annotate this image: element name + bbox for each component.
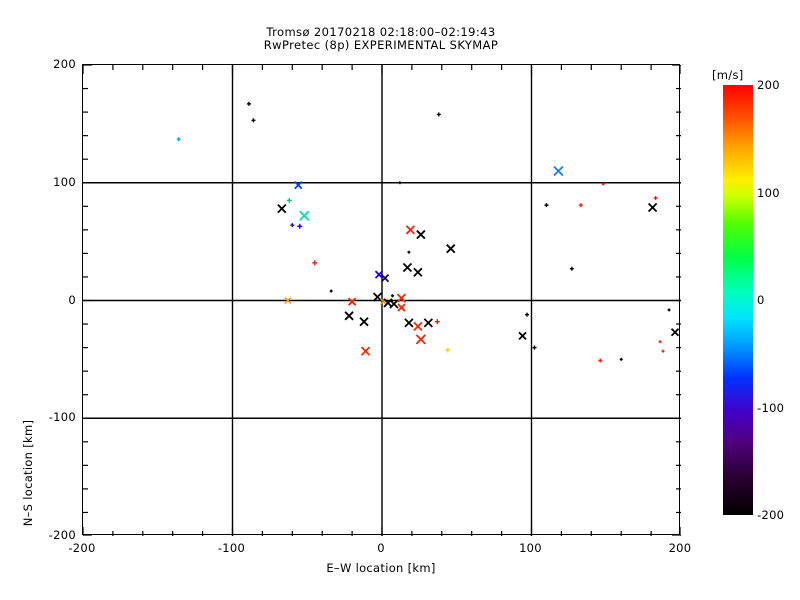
data-point [402,262,413,273]
data-point [619,357,623,361]
colorbar-tick-label: -200 [757,508,785,522]
data-point [251,118,256,123]
data-point [176,137,181,142]
y-axis-title: N–S location [km] [21,419,35,527]
scatter-plot-canvas [83,65,681,536]
data-point [397,303,406,312]
x-tick-label: 0 [377,541,385,555]
data-point [312,260,318,266]
x-axis-title: E–W location [km] [326,561,436,575]
colorbar-gradient [723,85,753,515]
data-markers [176,101,680,363]
data-point [396,293,407,303]
colorbar-tick-label: 0 [757,293,765,307]
data-point [416,229,426,240]
data-point [647,202,658,213]
data-point [284,297,292,304]
data-point [372,292,383,302]
x-tick-label: 100 [519,541,542,555]
data-point [667,308,671,312]
y-tick-label: 0 [68,292,76,307]
data-point [380,273,390,283]
data-point [661,349,665,353]
data-point [246,101,251,106]
data-point [553,165,564,177]
data-point [544,203,549,208]
data-point [413,321,423,332]
data-point [374,270,384,279]
data-point [601,182,605,186]
data-point [436,112,441,117]
y-tick-label: 100 [53,174,76,189]
colorbar-unit-label: [m/s] [712,68,744,82]
y-axis-title-wrap: N–S location [km] [8,220,38,527]
data-point [518,331,527,340]
data-point [389,299,399,309]
plot-area [82,64,681,536]
data-point [299,210,310,221]
data-point [294,180,303,190]
data-point [407,250,411,254]
colorbar [723,85,753,515]
y-tick-label: 200 [53,57,76,71]
colorbar-tick-label: 100 [757,185,780,200]
title-line-2: RwPretec (8p) EXPERIMENTAL SKYMAP [263,38,499,52]
data-point [415,334,427,345]
data-point [286,197,292,203]
data-point [404,318,414,328]
data-point [329,289,333,293]
data-point [532,345,537,350]
data-point [405,225,416,235]
colorbar-tick-label: 200 [757,78,780,92]
data-point [578,203,583,208]
data-point [347,297,357,306]
data-point [670,328,680,337]
data-point [398,181,402,185]
colorbar-tick-label: -100 [757,400,785,415]
data-point [445,347,451,353]
data-point [598,358,603,363]
data-point [290,223,295,228]
y-tick-label: -100 [48,410,76,425]
figure-title: Tromsø 20170218 02:18:00–02:19:43 RwPret… [82,26,680,52]
data-point [658,340,662,344]
y-tick-label: -200 [48,528,76,542]
x-tick-label: -100 [217,541,246,555]
data-point [277,204,287,214]
data-point [413,267,423,277]
data-point [446,244,456,254]
data-point [434,319,440,325]
title-line-1: Tromsø 20170218 02:18:00–02:19:43 [266,25,496,39]
x-tick-label: -200 [68,541,96,555]
x-tick-label: 200 [668,541,692,555]
data-point [297,223,303,229]
data-point [423,318,433,328]
axis-ticks [83,65,681,536]
data-point [390,294,394,298]
data-point [569,266,574,271]
data-point [525,312,530,317]
data-point [360,346,371,356]
data-point [359,317,369,327]
data-point [344,311,354,321]
data-point [653,196,658,201]
